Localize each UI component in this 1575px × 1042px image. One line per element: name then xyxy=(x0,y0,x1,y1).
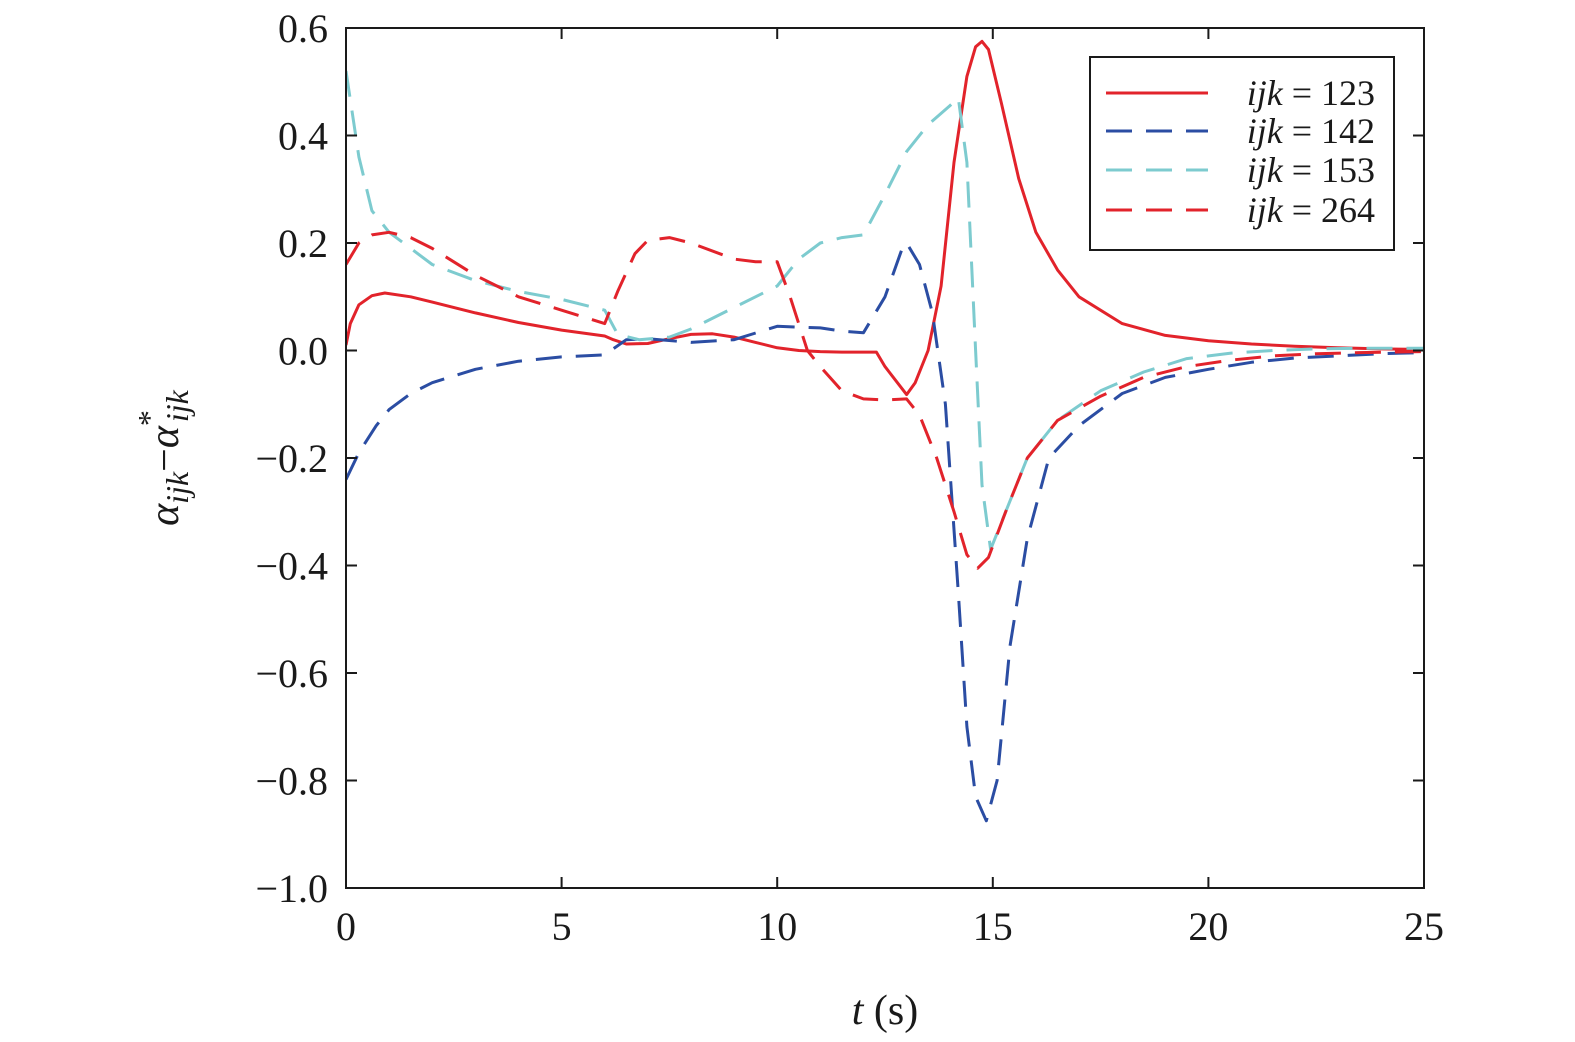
x-axis-label: t (s) xyxy=(852,988,919,1034)
series-layer xyxy=(346,39,1424,823)
legend-label-264: ijk = 264 xyxy=(1247,190,1375,230)
y-axis-label: αijk−α*ijk xyxy=(131,389,195,526)
x-tick-label: 15 xyxy=(973,904,1013,949)
y-tick-label: −0.4 xyxy=(255,544,328,589)
y-tick-label: 0.4 xyxy=(278,114,328,159)
y-label-alpha-star: α xyxy=(142,425,188,448)
x-tick-label: 20 xyxy=(1188,904,1228,949)
x-tick-label: 10 xyxy=(757,904,797,949)
svg-text:αijk−α*ijk: αijk−α*ijk xyxy=(131,389,195,526)
y-tick-label: −0.8 xyxy=(255,759,328,804)
y-tick-label: −1.0 xyxy=(255,866,328,911)
series-line-142 xyxy=(346,241,1424,823)
legend-label-123: ijk = 123 xyxy=(1247,73,1375,113)
x-tick-label: 5 xyxy=(552,904,572,949)
x-tick-label: 0 xyxy=(336,904,356,949)
series-line-123 xyxy=(346,39,1424,397)
series-line-264 xyxy=(346,230,1424,570)
y-tick-label: −0.2 xyxy=(255,436,328,481)
legend-label-142: ijk = 142 xyxy=(1247,111,1375,151)
x-tick-label: 25 xyxy=(1404,904,1444,949)
ticks-layer: 0 5 10 15 20 25 0.6 0.4 0.2 0.0 −0.2 −0.4 −0.6 −0.8 −1… xyxy=(255,6,1444,949)
x-axis-unit: (s) xyxy=(863,988,918,1034)
y-label-alpha: α xyxy=(142,503,188,526)
y-label-sub2: ijk xyxy=(159,389,195,422)
x-axis-variable: t xyxy=(852,988,865,1034)
y-tick-label: 0.6 xyxy=(278,6,328,51)
legend-label-153: ijk = 153 xyxy=(1247,150,1375,190)
y-tick-label: −0.6 xyxy=(255,651,328,696)
y-tick-label: 0.2 xyxy=(278,221,328,266)
legend-box xyxy=(1089,56,1395,251)
y-label-sub: ijk xyxy=(159,471,195,504)
y-label-sup: * xyxy=(131,410,167,426)
y-tick-label: 0.0 xyxy=(278,329,328,374)
y-label-minus: − xyxy=(142,448,188,472)
